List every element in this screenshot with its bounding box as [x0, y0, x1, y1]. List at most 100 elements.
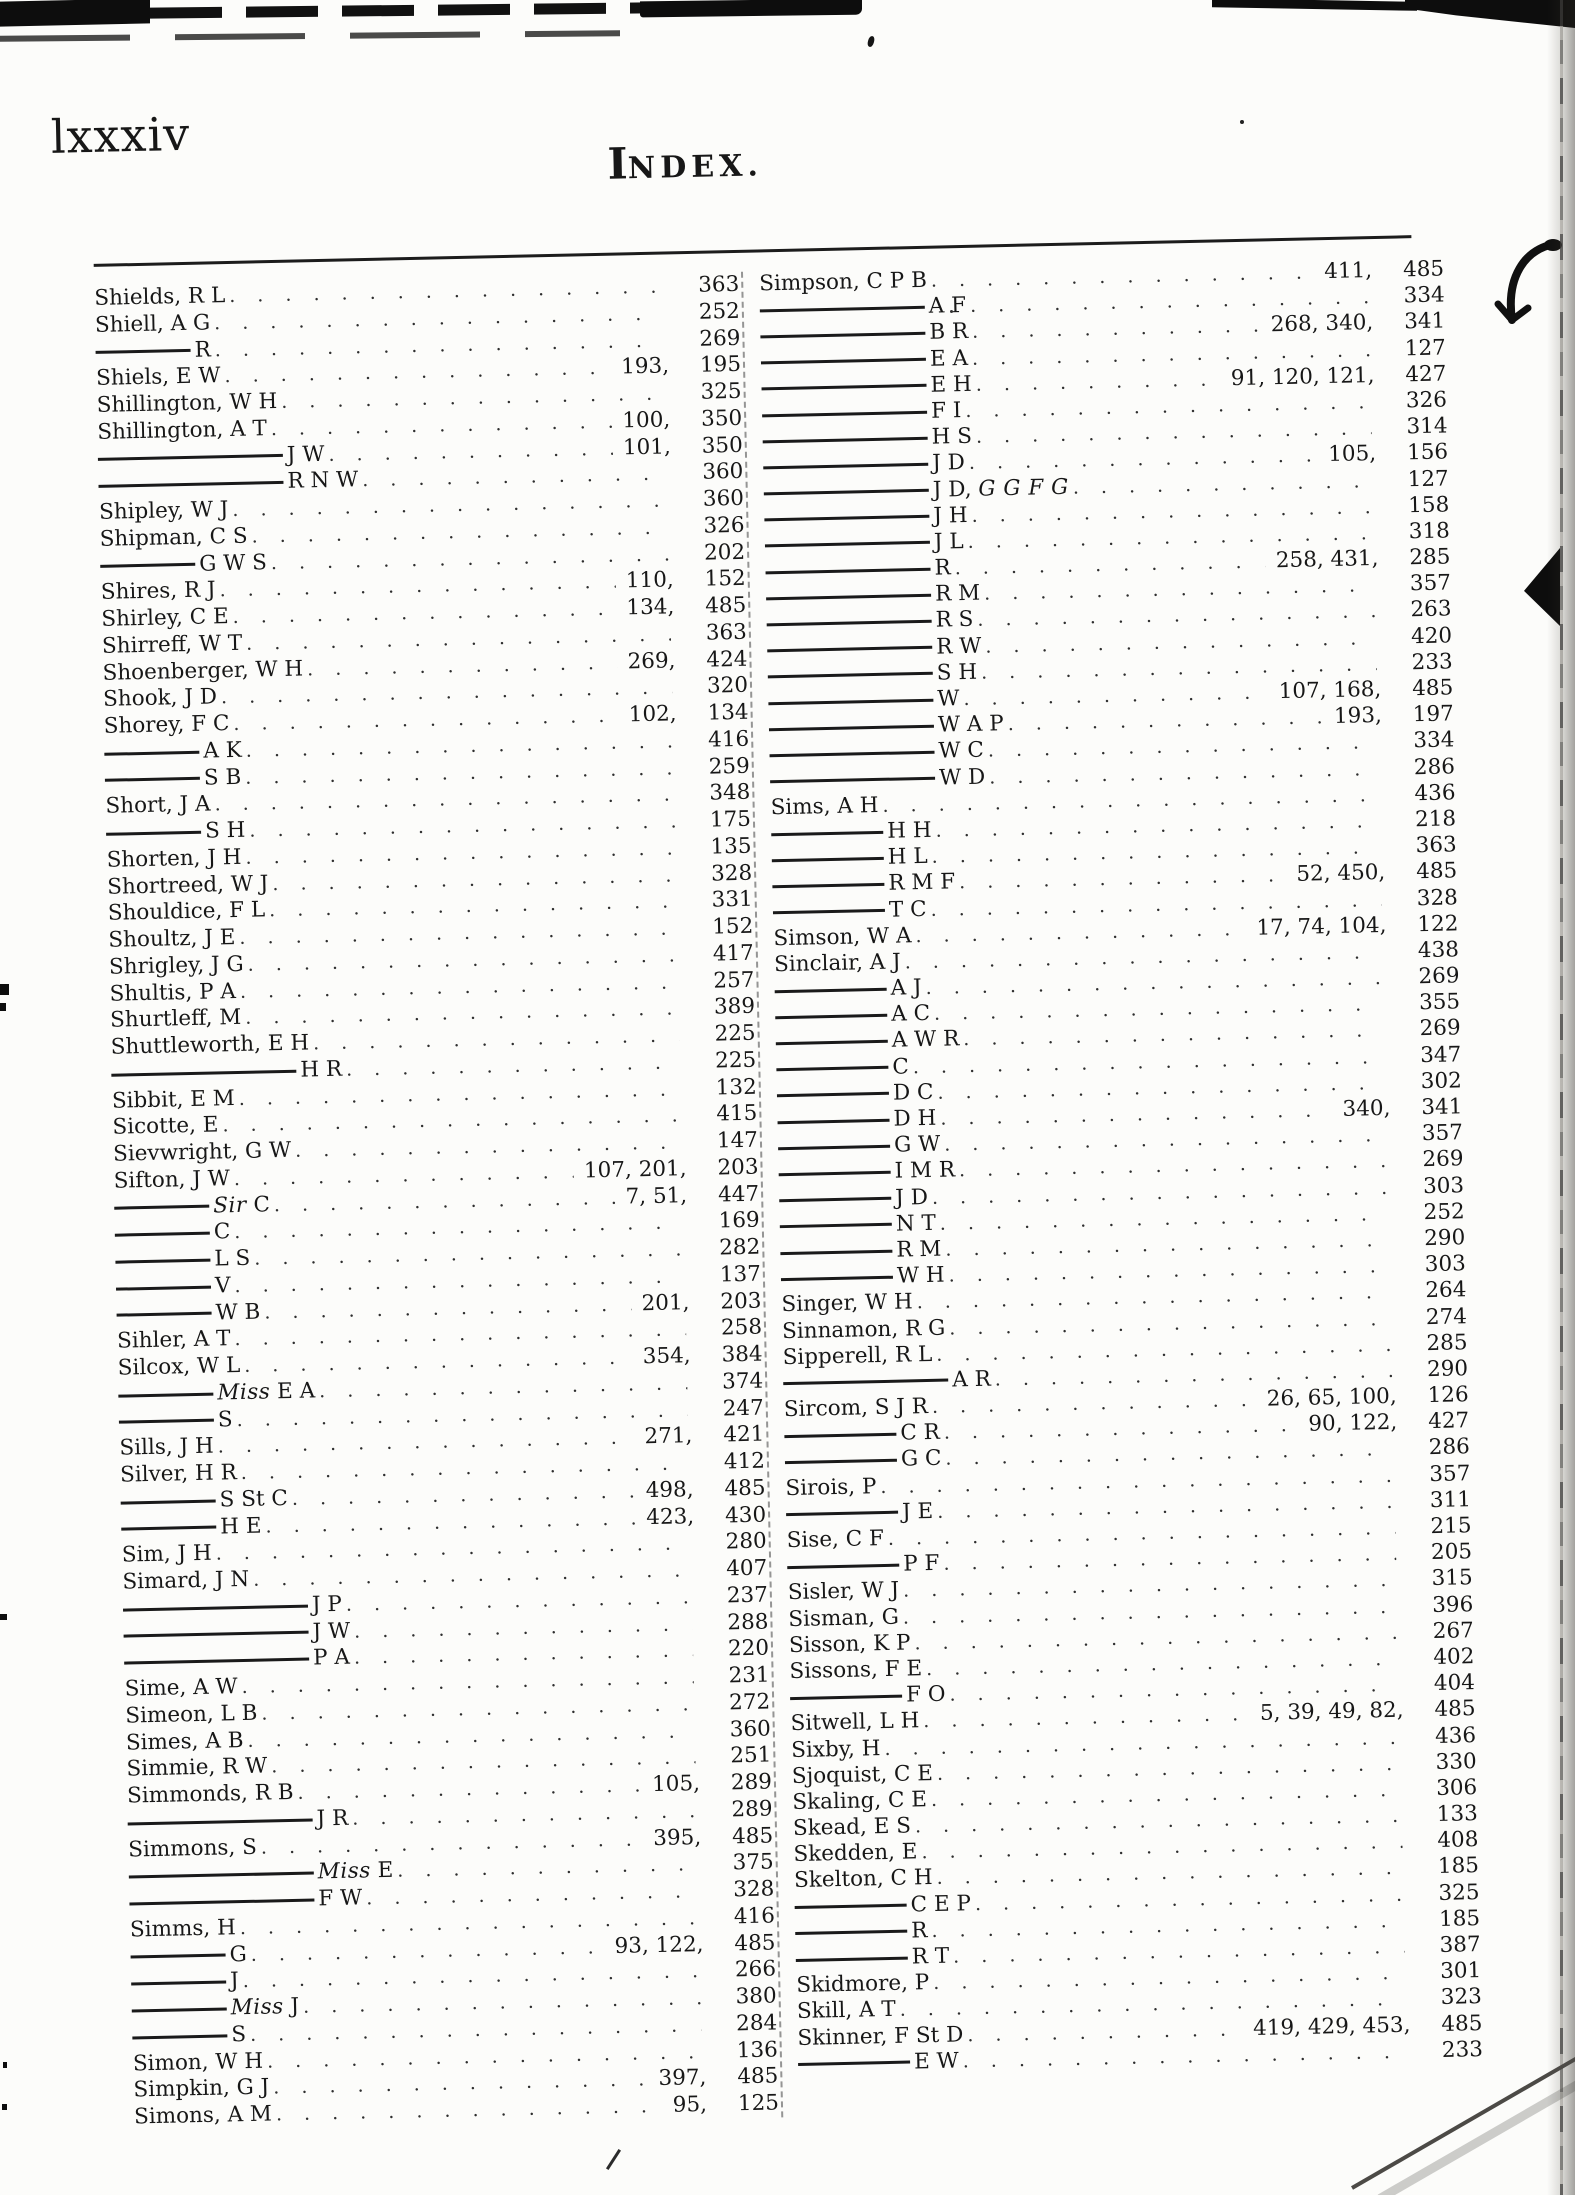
ditto-dash: [784, 1458, 897, 1465]
entry-page-number: 375: [732, 1849, 774, 1876]
entry-page-number: 387: [1439, 1932, 1481, 1958]
entry-name: Simpkin, G J: [133, 2074, 270, 2103]
entry-name: Sise, C F: [786, 1525, 885, 1554]
entry-page-number: 185: [1437, 1853, 1480, 1880]
entry-name: Shrigley, J G: [108, 951, 244, 980]
entry-name: A C: [890, 1001, 931, 1027]
entry-name: P F: [902, 1550, 940, 1577]
ditto-dash: [97, 454, 283, 462]
entry-page-number: 350: [701, 432, 744, 459]
entry-page-number: 314: [1406, 413, 1448, 440]
ditto-dash: [121, 1525, 217, 1532]
entry-page-number: 341: [1403, 308, 1446, 335]
index-column-left: Shields, R L 363 Shiell, A G 252 R 269 Shiels,…: [94, 272, 779, 2131]
entry-page-number: 126: [1427, 1382, 1469, 1409]
entry-page-number: 374: [721, 1368, 764, 1395]
entry-name: J: [229, 1968, 240, 1994]
ditto-dash: [776, 1092, 889, 1098]
entry-name: Shillington, A T: [97, 415, 268, 445]
ditto-dash: [122, 1604, 309, 1612]
entry-name: T C: [888, 896, 927, 923]
entry-name: Miss E A: [217, 1378, 316, 1406]
entry-page-number: 263: [1410, 596, 1452, 623]
ditto-dash: [795, 1956, 908, 1962]
entry-name: Shorey, F C: [103, 711, 230, 739]
entry-page-number: 407: [725, 1555, 768, 1582]
scan-artifact-top-blob: [640, 0, 862, 18]
entry-page-number: 136: [736, 2036, 779, 2063]
entry-page-number: 267: [1432, 1617, 1475, 1644]
ditto-dash: [769, 750, 935, 758]
entry-page-number: 169: [718, 1207, 760, 1234]
entry-name: D C: [892, 1079, 934, 1106]
ditto-dash: [771, 856, 884, 862]
entry-inline-pages: 105,: [651, 1771, 701, 1798]
entry-name: H E: [219, 1513, 262, 1539]
entry-name: Skaling, C E: [792, 1786, 928, 1815]
entry-page-number: 197: [1412, 701, 1455, 728]
entry-name: R N W: [287, 467, 359, 494]
ditto-dash: [763, 488, 929, 496]
entry-page-number: 225: [714, 1020, 756, 1047]
entry-page-number: 132: [715, 1074, 758, 1101]
ditto-dash: [764, 541, 930, 548]
entry-page-number: 404: [1433, 1670, 1476, 1697]
entry-page-number: 135: [710, 833, 752, 860]
entry-name: Sircom, S J R: [783, 1394, 929, 1423]
entry-page-number: 269: [1422, 1146, 1464, 1173]
entry-page-number: 203: [720, 1288, 762, 1314]
entry-page-number: 286: [1428, 1434, 1471, 1461]
ditto-dash: [771, 830, 884, 836]
entry-name: Shoultz, J E: [108, 924, 236, 953]
entry-name: Miss E: [317, 1858, 394, 1885]
entry-name: W D: [938, 764, 986, 791]
entry-page-number: 323: [1440, 1984, 1483, 2011]
entry-name: V: [214, 1272, 231, 1299]
entry-page-number: 147: [716, 1127, 759, 1154]
entry-name: Sipperell, R L: [782, 1341, 933, 1370]
entry-page-number: 355: [1418, 989, 1461, 1016]
entry-page-number: 252: [1423, 1198, 1465, 1225]
entry-name: Sisler, W J: [787, 1578, 900, 1606]
entry-name: Silver, H R: [119, 1460, 238, 1488]
entry-name: J D: [894, 1184, 929, 1211]
index-column-right: Simpson, C P B 411, 485 A F 334 B R 268, 340, 3…: [740, 256, 1485, 2118]
entry-inline-pages: 107, 168,: [1278, 676, 1382, 705]
entry-page-number: 185: [1438, 1905, 1481, 1932]
ditto-dash: [114, 1205, 210, 1211]
entry-page-number: 195: [699, 352, 742, 378]
entry-name: R S: [935, 607, 974, 634]
entry-page-number: 125: [737, 2090, 780, 2117]
ditto-dash: [118, 1392, 214, 1398]
entry-inline-pages: 110,: [625, 567, 674, 594]
entry-page-number: 438: [1417, 937, 1460, 964]
ditto-dash: [132, 2034, 228, 2040]
entry-inline-pages: 5, 39, 49, 82,: [1259, 1698, 1404, 1727]
entry-name: W B: [215, 1299, 261, 1326]
entry-page-number: 360: [702, 485, 745, 512]
page-edge-line: [1560, 0, 1563, 2195]
entry-name: A J: [890, 975, 922, 1001]
entry-page-number: 408: [1437, 1827, 1479, 1854]
entry-name: Shirley, C E: [101, 604, 229, 632]
ditto-dash: [766, 619, 932, 627]
entry-inline-pages: 134,: [626, 594, 675, 621]
entry-name: C R: [900, 1419, 941, 1446]
entry-page-number: 424: [706, 646, 748, 673]
entry-inline-pages: 95,: [672, 2091, 708, 2118]
entry-name: R: [194, 336, 212, 363]
entry-inline-pages: 498,: [645, 1476, 694, 1503]
entry-page-number: 306: [1435, 1774, 1478, 1801]
entry-name: Simeon, L B: [125, 1700, 258, 1729]
ditto-dash: [114, 1231, 210, 1237]
entry-page-number: 485: [1441, 2010, 1483, 2037]
entry-page-number: 485: [704, 592, 747, 619]
entry-name: A W R: [891, 1026, 960, 1054]
entry-page-number: 285: [1426, 1329, 1468, 1356]
entry-page-number: 137: [719, 1261, 762, 1288]
ditto-dash: [795, 1929, 908, 1936]
entry-name: Shook, J D: [102, 684, 218, 713]
entry-name: A K: [203, 737, 243, 764]
entry-page-number: 269: [1419, 1015, 1461, 1042]
entry-page-number: 311: [1429, 1486, 1472, 1513]
